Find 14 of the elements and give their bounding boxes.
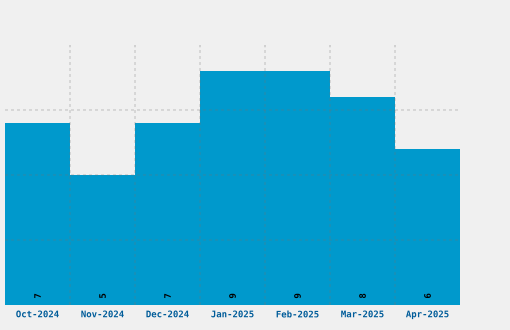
x-tick-label: Mar-2025 — [341, 310, 384, 318]
x-tick-label: Nov-2024 — [81, 310, 124, 318]
data-label: 6 — [424, 294, 431, 298]
x-tick-label: Feb-2025 — [276, 310, 319, 318]
x-tick-label: Apr-2025 — [406, 310, 449, 320]
x-tick-label: Dec-2024 — [146, 310, 189, 318]
data-label: 8 — [359, 294, 366, 298]
data-label: 9 — [229, 294, 236, 298]
data-label: 7 — [34, 294, 41, 298]
x-tick-label: Oct-2024 — [16, 310, 59, 318]
data-label: 5 — [99, 294, 106, 298]
data-label: 9 — [294, 294, 301, 298]
x-tick-label: Jan-2025 — [211, 310, 254, 318]
data-label: 7 — [164, 294, 171, 298]
